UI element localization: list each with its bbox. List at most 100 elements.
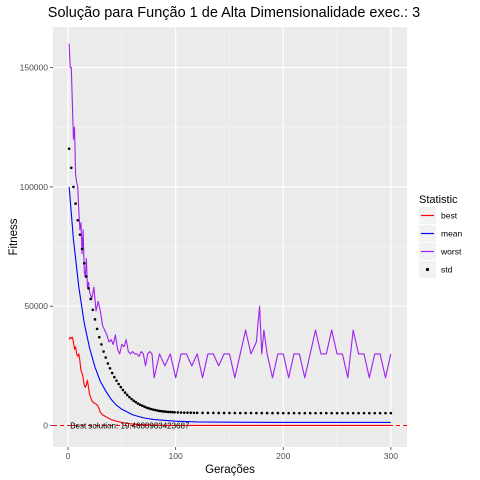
std-point [141, 404, 144, 408]
std-point [171, 410, 174, 414]
annotation-layer: Best solution: 19.4680983423687 [70, 422, 190, 431]
std-point [136, 402, 140, 405]
std-point [110, 371, 114, 375]
std-point [143, 405, 146, 408]
std-point [76, 218, 80, 222]
std-point [182, 411, 186, 414]
std-point [212, 411, 215, 415]
series-best-line [68, 336, 391, 427]
std-point [179, 411, 183, 414]
legend: Statistic best mean worst std [419, 194, 463, 278]
std-point [134, 400, 138, 404]
std-point [373, 411, 377, 415]
std-point [335, 411, 339, 415]
std-point [265, 411, 269, 415]
std-point [102, 350, 105, 353]
std-point [115, 379, 118, 382]
y-tick-label: 150000 [20, 63, 49, 73]
std-point [308, 411, 312, 415]
std-point [121, 388, 125, 392]
std-point [192, 411, 196, 415]
std-point [228, 411, 231, 415]
std-point [244, 411, 247, 415]
std-point [160, 409, 163, 413]
std-point [325, 411, 328, 415]
legend-swatch-std [425, 267, 430, 272]
std-point [166, 410, 170, 414]
std-point [362, 411, 366, 415]
std-point [147, 407, 151, 410]
chart-title: Solução para Função 1 de Alta Dimensiona… [48, 5, 420, 21]
std-point [125, 393, 129, 397]
std-point [72, 185, 75, 189]
y-tick-label: 0 [43, 421, 48, 431]
std-point [162, 410, 166, 413]
std-point [108, 366, 112, 370]
std-point [233, 411, 237, 415]
std-point [173, 410, 176, 414]
std-point [351, 411, 355, 415]
std-point [238, 411, 242, 415]
std-point [314, 411, 317, 415]
std-point [276, 411, 280, 415]
std-point [176, 411, 180, 414]
std-point [249, 411, 253, 415]
std-point [206, 411, 210, 415]
std-point [168, 410, 172, 414]
series-worst-line [68, 43, 392, 379]
legend-entries: best mean worst std [419, 207, 463, 278]
std-point [106, 362, 110, 365]
std-point [89, 297, 92, 301]
series-layer [53, 43, 407, 427]
std-point [378, 411, 382, 415]
std-point [298, 411, 301, 415]
std-point [104, 356, 108, 359]
std-point [330, 411, 333, 415]
std-point [158, 409, 161, 413]
std-point [303, 411, 307, 415]
std-point [384, 411, 387, 415]
x-tick-label: 200 [276, 451, 290, 461]
legend-label-mean: mean [441, 229, 463, 239]
legend-label-std: std [441, 265, 453, 275]
std-point [151, 408, 155, 411]
y-tick-label: 100000 [20, 182, 49, 192]
std-point [82, 261, 86, 265]
std-point [389, 411, 393, 415]
legend-title: Statistic [419, 194, 458, 206]
std-point [156, 409, 159, 412]
std-point [85, 275, 88, 278]
y-tick-label: 50000 [24, 301, 48, 311]
std-point [186, 411, 189, 414]
std-point [260, 411, 264, 415]
std-point [201, 411, 204, 415]
std-point [100, 343, 103, 346]
std-point [78, 233, 82, 236]
std-point [80, 247, 84, 251]
std-point [164, 410, 168, 413]
std-point [319, 411, 323, 415]
std-point [346, 411, 350, 415]
std-point [95, 327, 99, 331]
x-tick-label: 100 [169, 451, 183, 461]
std-point [117, 382, 120, 386]
std-point [119, 385, 123, 389]
plot-panel [53, 27, 407, 447]
std-point [74, 202, 77, 205]
std-point [281, 411, 285, 415]
x-tick-label: 300 [384, 451, 398, 461]
std-point [195, 411, 199, 415]
x-tick-label: 0 [66, 451, 71, 461]
std-point [138, 403, 142, 407]
axis-layer: 0 100 200 300 0 50000 100000 150000 [20, 63, 399, 461]
std-point [145, 406, 148, 409]
std-point [357, 411, 360, 415]
std-point [132, 399, 135, 403]
std-point [87, 287, 90, 290]
std-point [113, 375, 116, 379]
series-mean-line [68, 186, 391, 423]
std-point [130, 397, 133, 401]
std-point [217, 411, 221, 415]
std-point [271, 411, 274, 415]
